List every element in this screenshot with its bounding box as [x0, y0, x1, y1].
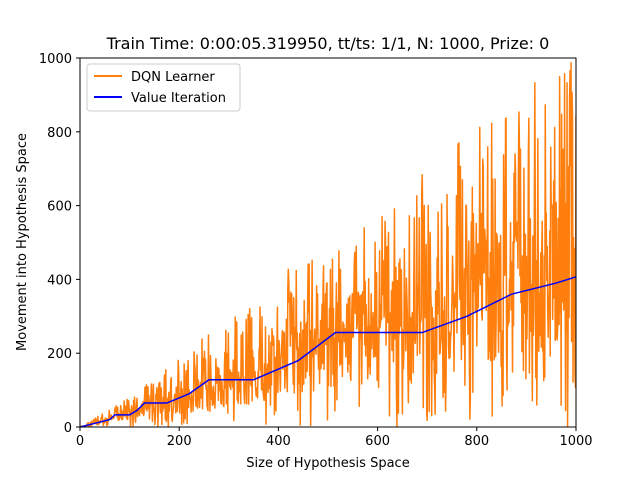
- series-value-iteration-line: [80, 276, 576, 427]
- legend-box: [86, 63, 241, 112]
- plot-frame: [79, 57, 577, 428]
- x-tick-label: 400: [266, 434, 291, 449]
- y-tick-label: 1000: [39, 52, 72, 67]
- y-tick-label: 200: [47, 347, 72, 362]
- legend: DQN Learner Value Iteration: [86, 63, 241, 112]
- x-tick-label: 600: [365, 434, 390, 449]
- x-tick-label: 1000: [559, 434, 592, 449]
- x-tick-label: 200: [167, 434, 192, 449]
- legend-entry-label: Value Iteration: [131, 91, 226, 106]
- y-tick-label: 400: [47, 273, 72, 288]
- y-tick-label: 600: [47, 200, 72, 215]
- x-tick-label: 800: [464, 434, 489, 449]
- y-tick-label: 800: [47, 126, 72, 141]
- x-tick-label: 0: [76, 434, 84, 449]
- legend-entry-label: DQN Learner: [131, 70, 215, 85]
- series-dqn-learner-line: [80, 62, 576, 427]
- x-axis-label: Size of Hypothesis Space: [246, 456, 409, 471]
- plot-area: [80, 62, 576, 427]
- chart-title: Train Time: 0:00:05.319950, tt/ts: 1/1, …: [106, 34, 550, 53]
- y-tick-label: 0: [64, 421, 72, 436]
- y-axis-label: Movement into Hypothesis Space: [15, 133, 30, 351]
